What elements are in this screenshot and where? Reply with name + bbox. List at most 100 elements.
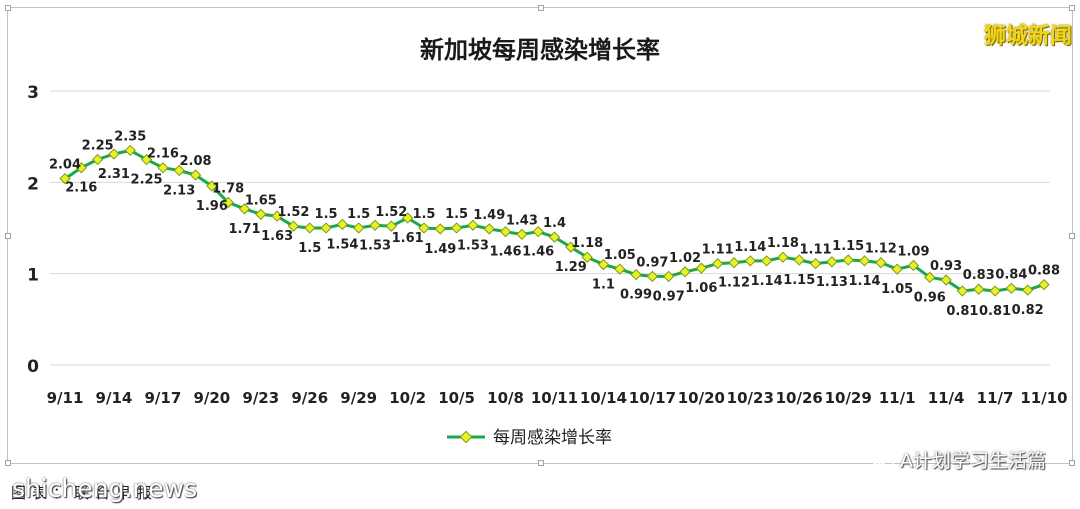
frame-handle-bottom-left[interactable]: [5, 460, 11, 466]
data-point: [1038, 278, 1050, 291]
data-point: [238, 203, 251, 215]
frame-handle-bottom[interactable]: [538, 460, 544, 466]
data-label: 1.54: [326, 237, 358, 252]
x-tick-label: 10/11: [531, 389, 578, 407]
data-label: 1.1: [592, 278, 615, 293]
data-label: 2.25: [82, 139, 114, 154]
data-label: 1.46: [522, 245, 554, 260]
x-tick-label: 10/14: [580, 389, 627, 407]
data-point: [532, 225, 544, 238]
data-point: [760, 255, 773, 267]
data-label: 1.53: [359, 238, 391, 253]
x-tick-label: 10/23: [727, 389, 774, 407]
x-tick-label: 9/26: [291, 389, 328, 407]
data-label: 1.5: [347, 207, 370, 222]
data-point: [467, 219, 479, 231]
data-point: [418, 222, 430, 234]
data-label: 1.5: [315, 207, 338, 222]
data-point: [320, 222, 332, 234]
data-point: [157, 162, 169, 174]
frame-handle-right[interactable]: [1069, 233, 1075, 239]
x-axis: 9/11 9/14 9/17 9/20 9/23 9/26 9/29 10/2 10/5 10/8…: [47, 389, 1068, 407]
x-tick-label: 10/2: [389, 389, 426, 407]
frame-handle-bottom-right[interactable]: [1069, 460, 1075, 466]
data-point: [369, 219, 381, 231]
data-label: 0.83: [963, 268, 995, 283]
data-label: 1.05: [604, 248, 636, 263]
data-point: [1022, 284, 1034, 296]
data-point: [842, 254, 854, 266]
y-tick-label: 0: [27, 357, 39, 377]
data-label: 0.84: [995, 267, 1027, 282]
frame-handle-top-right[interactable]: [1069, 5, 1075, 11]
data-label: 1.15: [783, 273, 815, 288]
data-point: [826, 256, 838, 268]
data-point: [483, 223, 495, 235]
data-label: 1.53: [457, 238, 489, 253]
data-label: 1.61: [392, 231, 424, 246]
x-tick-label: 10/29: [825, 389, 872, 407]
x-tick-label: 11/1: [879, 389, 916, 407]
data-point: [434, 223, 446, 235]
data-label: 1.05: [881, 282, 913, 297]
legend-marker-swatch: [459, 430, 473, 444]
data-point: [108, 148, 120, 160]
legend-label: 每周感染增长率: [493, 428, 612, 448]
data-label: 1.5: [412, 207, 435, 222]
data-label: 1.15: [832, 239, 864, 254]
x-tick-label: 9/11: [47, 389, 84, 407]
data-label: 1.5: [445, 207, 468, 222]
data-point: [336, 218, 349, 231]
data-point: [1005, 282, 1018, 294]
y-axis: 0 1 2 3: [27, 83, 39, 377]
data-point: [973, 283, 985, 295]
data-label: 1.09: [897, 244, 929, 259]
x-tick-label: 9/23: [242, 389, 279, 407]
data-point: [304, 222, 316, 234]
x-tick-label: 10/20: [678, 389, 725, 407]
data-label: 1.14: [734, 240, 766, 255]
data-label: 0.88: [1028, 264, 1060, 279]
data-point: [989, 285, 1001, 297]
legend: 每周感染增长率: [447, 428, 612, 448]
data-label: 1.06: [685, 281, 717, 296]
data-point: [353, 222, 365, 234]
x-tick-label: 10/5: [438, 389, 475, 407]
data-point: [809, 257, 822, 270]
wechat-account-stamp: A计划学习生活篇: [870, 446, 1046, 473]
data-point: [222, 196, 234, 209]
data-point: [189, 169, 202, 181]
data-label: 0.97: [636, 255, 668, 270]
frame-handle-left[interactable]: [5, 233, 11, 239]
frame-handle-top[interactable]: [538, 5, 544, 11]
data-point: [875, 257, 887, 269]
data-point: [75, 162, 87, 174]
x-tick-label: 11/7: [977, 389, 1014, 407]
data-point: [91, 153, 104, 166]
grid-lines: [50, 90, 1050, 366]
x-tick-label: 10/26: [776, 389, 823, 407]
data-label: 1.13: [816, 275, 848, 290]
data-label: 0.81: [979, 304, 1011, 319]
x-tick-label: 10/17: [629, 389, 676, 407]
data-label: 2.16: [147, 147, 179, 162]
data-point: [401, 212, 414, 224]
data-label: 2.13: [163, 183, 195, 198]
data-point: [940, 274, 952, 286]
x-tick-label: 10/8: [487, 389, 524, 407]
data-label: 1.65: [245, 193, 277, 208]
data-label: 1.02: [669, 251, 701, 266]
y-tick-label: 3: [27, 83, 39, 103]
chart-frame: [5, 5, 1075, 466]
chart-title: 新加坡每周感染增长率: [420, 36, 660, 64]
data-point: [173, 164, 185, 177]
data-label: 1.52: [277, 205, 309, 220]
data-point: [712, 257, 724, 270]
data-point: [907, 259, 920, 272]
data-label: 1.43: [506, 213, 538, 228]
data-point: [206, 180, 218, 192]
x-tick-label: 11/10: [1020, 389, 1067, 407]
data-label: 1.5: [298, 241, 321, 256]
frame-handle-top-left[interactable]: [5, 5, 11, 11]
